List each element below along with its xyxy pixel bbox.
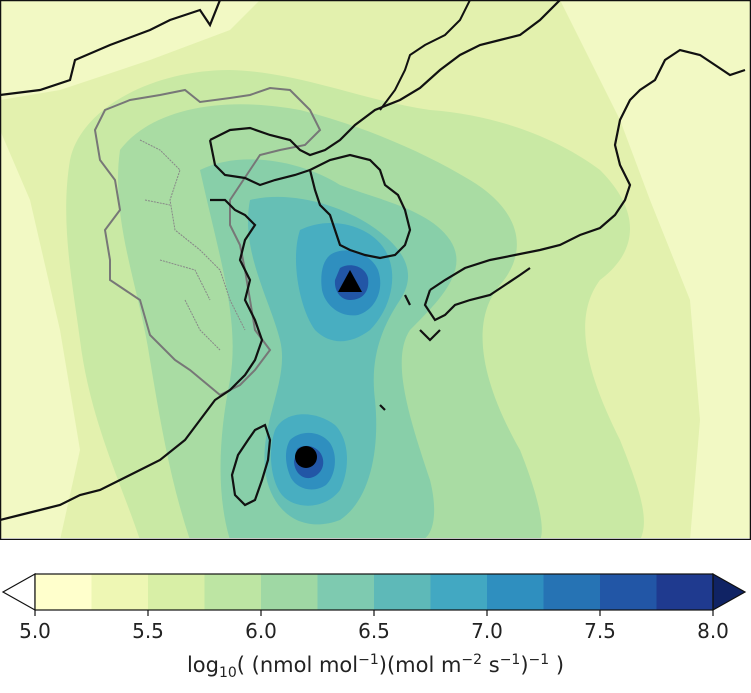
footprint-map (0, 0, 751, 540)
coastline-mainland (1, 1, 561, 521)
colorbar-bin (148, 574, 205, 610)
label-sup-2: −2 (461, 652, 483, 668)
label-body-1: ( (nmol mol (236, 653, 359, 677)
colorbar-bin (35, 574, 92, 610)
colorbar-extend-high (712, 572, 747, 612)
colorbar-bin (543, 574, 601, 610)
colorbar-bin (204, 574, 262, 610)
province-border (93, 86, 322, 397)
label-body-5: ) (549, 653, 565, 677)
triangle-station-marker (338, 270, 362, 292)
colorbar-tick-label: 5.5 (132, 619, 164, 643)
border-north (379, 1, 471, 111)
colorbar-bin (600, 574, 657, 610)
label-sub: 10 (218, 665, 237, 682)
colorbar: 5.0 5.5 6.0 6.5 7.0 7.5 8.0 (1, 572, 747, 643)
circle-station-marker (295, 446, 317, 468)
colorbar-bin (430, 574, 488, 610)
colorbar-bin (317, 574, 375, 610)
colorbar-extend-low (1, 572, 36, 612)
label-sup-4: −1 (528, 652, 550, 668)
colorbar-bin (91, 574, 149, 610)
colorbar-tick-label: 6.0 (245, 619, 277, 643)
contour-level-0b (560, 1, 750, 538)
contour-level-0 (1, 1, 259, 100)
colorbar-tick-label: 8.0 (697, 619, 729, 643)
label-prefix: log (186, 653, 219, 677)
coastline-japan (379, 48, 746, 411)
colorbar-bin (656, 574, 714, 610)
contour-level-0c (1, 132, 80, 538)
colorbar-bin (374, 574, 431, 610)
coastline-taiwan (230, 423, 272, 507)
colorbar-bin (487, 574, 544, 610)
colorbar-tick-label: 5.0 (19, 619, 51, 643)
label-body-2: )(mol m (378, 653, 462, 677)
colorbar-tick-label: 7.5 (584, 619, 616, 643)
colorbar-bin (261, 574, 318, 610)
label-body-4: ) (520, 653, 529, 677)
colorbar-tick-label: 7.0 (471, 619, 503, 643)
province-subborder (139, 139, 246, 351)
colorbar-label: log10( (nmol mol−1)(mol m−2 s−1)−1 ) (0, 652, 751, 681)
colorbar-tick-label: 6.5 (358, 619, 390, 643)
label-sup-3: −1 (499, 652, 521, 668)
coastline-korea (308, 153, 412, 260)
label-body-3: s (482, 653, 500, 677)
label-sup-1: −1 (358, 652, 379, 668)
